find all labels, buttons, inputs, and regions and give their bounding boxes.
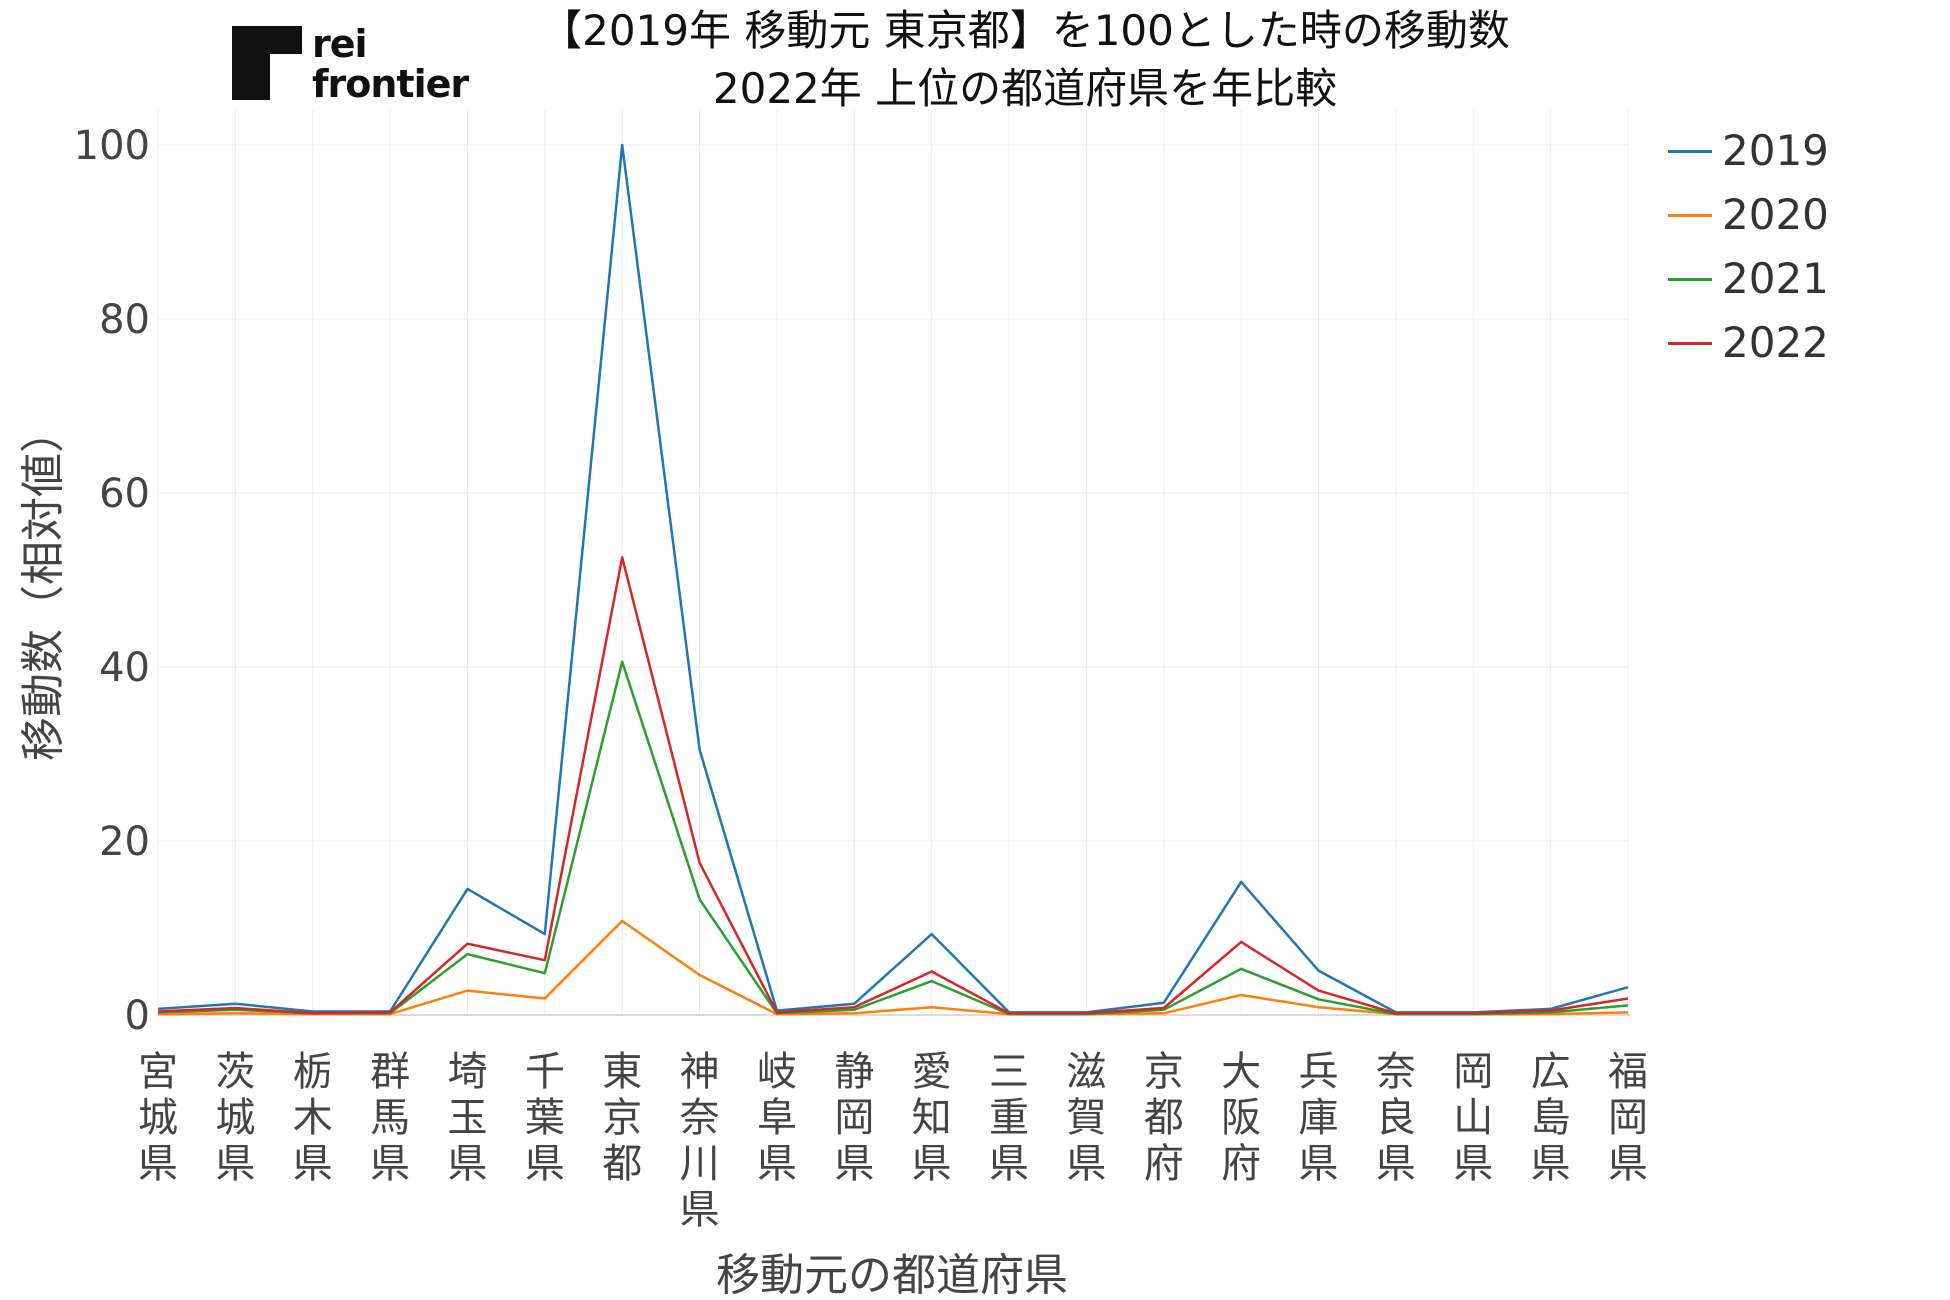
x-tick-label: 滋賀県 — [1066, 1049, 1106, 1187]
legend-label: 2021 — [1722, 254, 1829, 303]
x-tick-label: 兵庫県 — [1299, 1049, 1339, 1187]
x-tick-label: 広島県 — [1531, 1049, 1571, 1187]
y-tick-label: 80 — [99, 297, 150, 343]
legend-label: 2020 — [1722, 190, 1829, 239]
x-tick-label: 東京都 — [602, 1049, 642, 1187]
chart-subtitle: 2022年 上位の都道府県を年比較 — [712, 64, 1338, 113]
x-tick-label: 千葉県 — [525, 1049, 565, 1187]
x-tick-label: 福岡県 — [1608, 1049, 1648, 1187]
logo-mark-icon — [232, 26, 302, 100]
logo-line2: frontier — [312, 62, 469, 106]
series-line-2020 — [157, 919, 1629, 1016]
x-tick-label: 岡山県 — [1453, 1049, 1493, 1187]
x-tick-label: 静岡県 — [834, 1049, 874, 1187]
y-tick-label: 20 — [99, 819, 150, 865]
chart-title-block: 【2019年 移動元 東京都】を100とした時の移動数 2022年 上位の都道府… — [400, 2, 1650, 118]
grid-lines — [157, 110, 1630, 1016]
logo-line1: rei — [312, 22, 368, 66]
x-axis-label: 移動元の都道府県 — [716, 1250, 1068, 1300]
legend-swatch — [1668, 342, 1712, 345]
series-line-2022 — [157, 556, 1629, 1015]
y-tick-label: 0 — [125, 993, 150, 1039]
x-tick-label: 京都府 — [1144, 1049, 1184, 1187]
y-tick-label: 40 — [99, 645, 150, 691]
x-tick-label: 神奈川県 — [680, 1049, 720, 1233]
x-tick-label: 栃木県 — [293, 1049, 333, 1187]
logo-text: rei frontier — [312, 22, 469, 106]
legend-swatch — [1668, 214, 1712, 217]
x-tick-label: 大阪府 — [1221, 1049, 1261, 1187]
x-axis-ticks: 宮城県茨城県栃木県群馬県埼玉県千葉県東京都神奈川県岐阜県静岡県愛知県三重県滋賀県… — [138, 1049, 1648, 1233]
x-tick-label: 群馬県 — [370, 1049, 410, 1187]
x-tick-label: 三重県 — [989, 1049, 1029, 1187]
series-line-2021 — [157, 660, 1629, 1016]
x-tick-label: 宮城県 — [138, 1049, 178, 1187]
legend-swatch — [1668, 278, 1712, 281]
series-line-2019 — [157, 143, 1629, 1014]
y-axis-label: 移動数（相対値） — [18, 409, 69, 761]
legend-swatch — [1668, 150, 1712, 153]
x-tick-label: 埼玉県 — [447, 1049, 487, 1187]
legend-label: 2022 — [1722, 318, 1829, 367]
logo: rei frontier — [232, 22, 472, 106]
legend-label: 2019 — [1722, 126, 1829, 175]
x-tick-label: 奈良県 — [1376, 1049, 1416, 1187]
chart-title: 【2019年 移動元 東京都】を100とした時の移動数 — [540, 6, 1510, 55]
y-tick-label: 100 — [74, 123, 150, 169]
x-tick-label: 茨城県 — [215, 1049, 255, 1187]
x-tick-label: 岐阜県 — [757, 1049, 797, 1187]
y-axis-ticks: 0 20 40 60 80 100 — [74, 123, 150, 1039]
y-tick-label: 60 — [99, 471, 150, 517]
x-tick-label: 愛知県 — [912, 1049, 952, 1187]
series-lines — [157, 143, 1629, 1016]
